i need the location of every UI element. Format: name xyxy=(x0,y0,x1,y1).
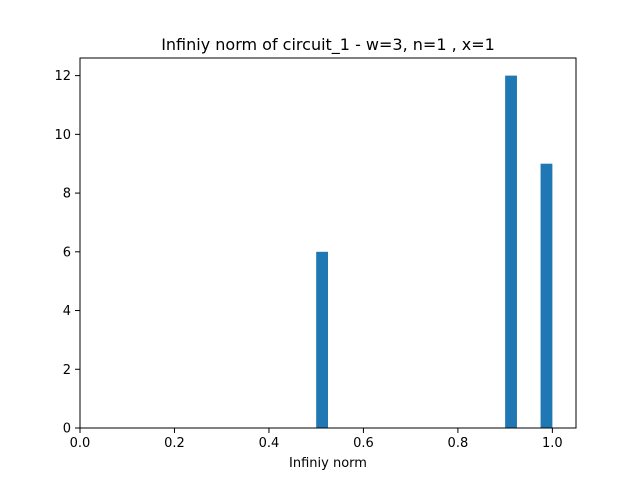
x-tick-label: 0.0 xyxy=(70,436,91,451)
y-tick-label: 4 xyxy=(63,304,71,319)
x-tick-label: 0.2 xyxy=(164,436,185,451)
x-tick-label: 0.6 xyxy=(353,436,374,451)
y-tick-label: 0 xyxy=(63,422,71,437)
y-tick-label: 12 xyxy=(54,69,71,84)
x-tick-label: 0.8 xyxy=(448,436,469,451)
x-axis-ticks: 0.0 0.2 0.4 0.6 0.8 1.0 xyxy=(70,428,563,451)
x-tick-label: 1.0 xyxy=(542,436,563,451)
y-tick-label: 10 xyxy=(54,128,71,143)
bars-group xyxy=(316,75,553,428)
chart-title: Infiniy norm of circuit_1 - w=3, n=1 , x… xyxy=(161,35,495,55)
y-axis-ticks: 0 2 4 6 8 10 12 xyxy=(54,69,80,437)
histogram-bar-1 xyxy=(505,75,517,428)
x-axis-label: Infiniy norm xyxy=(289,456,367,471)
y-tick-label: 8 xyxy=(63,187,71,202)
y-tick-label: 2 xyxy=(63,363,71,378)
histogram-bar-2 xyxy=(540,163,553,428)
x-tick-label: 0.4 xyxy=(259,436,280,451)
histogram-bar-0 xyxy=(316,251,328,428)
plot-frame xyxy=(79,57,577,429)
y-tick-label: 6 xyxy=(63,245,71,260)
